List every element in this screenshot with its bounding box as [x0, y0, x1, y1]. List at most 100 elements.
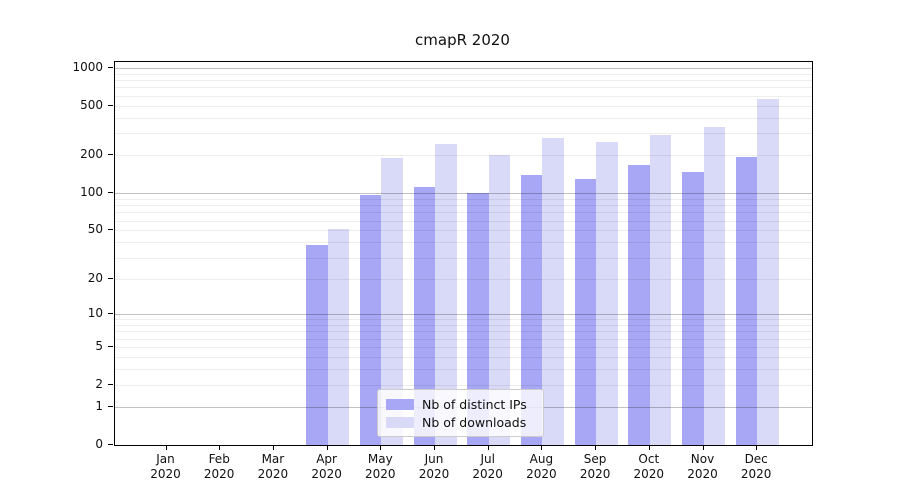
gridline-minor-900 — [115, 73, 812, 75]
bar-dec-distinct-ips — [735, 156, 758, 445]
bar-oct-downloads — [649, 135, 672, 445]
x-tick-year: 2020 — [365, 467, 396, 481]
x-tick-year: 2020 — [418, 467, 450, 481]
legend-label-distinct-ips: Nb of distinct IPs — [422, 396, 527, 412]
y-tick-mark-50 — [108, 229, 113, 231]
bar-may-downloads — [381, 158, 403, 445]
y-tick-label-500: 500 — [80, 97, 103, 112]
bar-aug-distinct-ips — [520, 174, 543, 445]
bar-aug-downloads — [542, 137, 564, 445]
bar-may-distinct-ips — [359, 194, 382, 445]
bar-apr-downloads — [327, 229, 350, 445]
x-tick-year: 2020 — [687, 467, 718, 481]
gridline-minor-4 — [115, 357, 812, 359]
x-tick-label-jun: Jun 2020 — [402, 452, 466, 482]
gridline-minor-20 — [115, 278, 812, 280]
gridline-minor-60 — [115, 220, 812, 222]
x-tick-year: 2020 — [526, 467, 557, 481]
gridline-minor-90 — [115, 198, 812, 200]
legend-swatch-distinct-ips — [386, 398, 414, 410]
bar-jul-distinct-ips — [467, 193, 489, 445]
x-tick-year: 2020 — [150, 467, 181, 481]
gridline-minor-80 — [115, 205, 812, 207]
gridline-minor-7 — [115, 331, 812, 333]
x-tick-month: Dec — [744, 452, 768, 466]
y-tick-label-2: 2 — [95, 377, 103, 392]
gridline-minor-400 — [115, 117, 812, 119]
gridline-minor-5 — [115, 347, 812, 349]
x-tick-month: Jan — [156, 452, 175, 466]
y-tick-mark-200 — [108, 154, 113, 156]
bar-jul-downloads — [488, 155, 511, 445]
legend: Nb of distinct IPs Nb of downloads — [377, 389, 544, 437]
x-tick-mark-aug — [541, 445, 543, 450]
bar-nov-distinct-ips — [682, 171, 704, 445]
x-tick-mark-jan — [165, 445, 167, 450]
bar-dec-downloads — [757, 99, 779, 445]
gridline-minor-8 — [115, 325, 812, 327]
x-tick-mark-may — [380, 445, 382, 450]
x-tick-label-mar: Mar 2020 — [241, 452, 305, 482]
gridline-minor-40 — [115, 242, 812, 244]
gridline-minor-300 — [115, 133, 812, 135]
x-tick-month: Jul — [480, 452, 495, 466]
bar-jun-downloads — [435, 143, 457, 445]
x-tick-month: Mar — [261, 452, 285, 466]
bar-oct-distinct-ips — [628, 164, 650, 445]
y-tick-label-1000: 1000 — [72, 59, 103, 74]
x-tick-year: 2020 — [311, 467, 342, 481]
x-tick-label-dec: Dec 2020 — [724, 452, 788, 482]
y-tick-mark-100 — [108, 192, 113, 194]
bar-sep-distinct-ips — [574, 179, 597, 445]
x-tick-mark-mar — [272, 445, 274, 450]
gridline-minor-70 — [115, 212, 812, 214]
y-tick-mark-0 — [108, 444, 113, 445]
y-tick-label-100: 100 — [80, 185, 103, 200]
gridline-major-10 — [115, 314, 812, 316]
x-tick-label-jul: Jul 2020 — [456, 452, 520, 482]
y-tick-mark-1 — [108, 406, 113, 408]
bar-nov-downloads — [703, 127, 725, 445]
gridline-minor-600 — [115, 95, 812, 97]
x-tick-label-feb: Feb 2020 — [187, 452, 251, 482]
x-tick-year: 2020 — [633, 467, 665, 481]
x-tick-year: 2020 — [257, 467, 289, 481]
x-tick-mark-jun — [434, 445, 435, 450]
x-tick-mark-dec — [756, 445, 758, 450]
gridline-minor-500 — [115, 105, 812, 107]
y-tick-label-0: 0 — [95, 437, 103, 451]
x-tick-mark-jul — [487, 445, 489, 450]
x-tick-month: Aug — [529, 452, 554, 466]
y-tick-mark-2 — [108, 384, 113, 386]
x-tick-label-nov: Nov 2020 — [671, 452, 735, 482]
bar-jun-distinct-ips — [413, 186, 435, 445]
gridline-minor-2 — [115, 385, 812, 387]
y-tick-mark-1000 — [108, 66, 113, 68]
x-tick-year: 2020 — [579, 467, 611, 481]
x-tick-mark-sep — [595, 445, 597, 450]
legend-item-downloads: Nb of downloads — [386, 413, 543, 431]
gridline-minor-3 — [115, 369, 812, 371]
x-tick-label-jan: Jan 2020 — [134, 452, 198, 482]
x-tick-month: May — [367, 452, 393, 466]
x-tick-month: Sep — [583, 452, 607, 466]
x-tick-year: 2020 — [472, 467, 503, 481]
x-tick-mark-oct — [648, 445, 650, 450]
y-tick-mark-5 — [108, 346, 113, 348]
y-tick-label-20: 20 — [87, 270, 103, 285]
x-tick-year: 2020 — [740, 467, 772, 481]
x-tick-month: Feb — [208, 452, 230, 466]
gridline-minor-200 — [115, 155, 812, 157]
gridline-major-100 — [115, 193, 812, 195]
y-tick-label-10: 10 — [87, 306, 103, 321]
y-tick-label-1: 1 — [95, 399, 103, 414]
y-tick-label-200: 200 — [80, 147, 103, 162]
y-tick-mark-500 — [108, 104, 113, 106]
x-tick-label-may: May 2020 — [348, 452, 412, 482]
x-tick-month: Nov — [690, 452, 715, 466]
bar-apr-distinct-ips — [306, 245, 328, 445]
y-tick-label-5: 5 — [95, 339, 103, 354]
gridline-minor-50 — [115, 230, 812, 232]
y-tick-mark-10 — [108, 313, 113, 315]
